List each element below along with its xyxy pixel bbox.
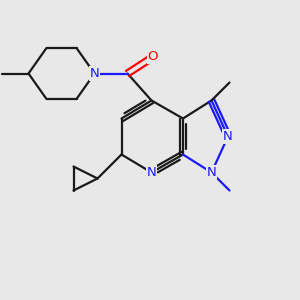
Text: N: N [147, 166, 156, 179]
Text: N: N [90, 67, 99, 80]
Text: N: N [223, 130, 233, 143]
Text: N: N [207, 166, 216, 179]
Text: O: O [148, 50, 158, 64]
